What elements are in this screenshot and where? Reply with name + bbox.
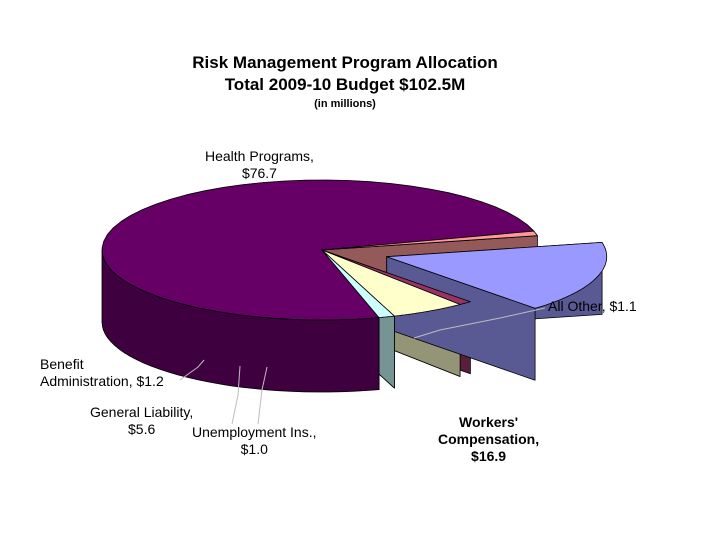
label-line: Administration, $1.2 bbox=[40, 373, 164, 389]
chart-title-line-2: Total 2009-10 Budget $102.5M bbox=[224, 75, 466, 94]
label-benefit-administration: Benefit Administration, $1.2 bbox=[40, 356, 164, 390]
pie-slice-health-programs bbox=[101, 179, 535, 321]
label-line: Health Programs, bbox=[205, 148, 314, 164]
label-unemployment-ins: Unemployment Ins., $1.0 bbox=[192, 424, 317, 458]
label-line: Workers' bbox=[459, 414, 519, 430]
chart-titles: Risk Management Program Allocation Total… bbox=[0, 52, 690, 110]
pie-slice-all-other bbox=[321, 230, 538, 251]
label-line: $76.7 bbox=[241, 165, 277, 181]
leader-line bbox=[413, 307, 546, 339]
label-line: Compensation, bbox=[438, 431, 540, 447]
leader-line bbox=[179, 359, 205, 381]
label-line: $16.9 bbox=[471, 448, 507, 464]
label-all-other: All Other, $1.1 bbox=[548, 298, 637, 315]
pie-slice-unemployment-ins bbox=[321, 249, 471, 305]
label-health-programs: Health Programs, $76.7 bbox=[205, 148, 314, 182]
pie-slice-general-liability bbox=[321, 249, 461, 317]
leader-line bbox=[231, 365, 241, 425]
label-line: Benefit bbox=[40, 356, 84, 372]
label-general-liability: General Liability, $5.6 bbox=[90, 404, 193, 438]
label-line: Unemployment Ins., bbox=[192, 424, 317, 440]
pie-slice-workers-compensation bbox=[386, 241, 608, 309]
label-line: General Liability, bbox=[90, 404, 194, 420]
chart-subtitle: (in millions) bbox=[314, 98, 376, 110]
label-line: $1.0 bbox=[240, 441, 268, 457]
label-workers-compensation: Workers' Compensation, $16.9 bbox=[438, 414, 539, 465]
pie-slice-benefit-administration bbox=[321, 249, 395, 319]
label-line: $5.6 bbox=[128, 421, 156, 437]
label-line: All Other, $1.1 bbox=[548, 298, 637, 314]
leader-line bbox=[257, 366, 268, 425]
chart-title-line-1: Risk Management Program Allocation bbox=[192, 53, 498, 72]
